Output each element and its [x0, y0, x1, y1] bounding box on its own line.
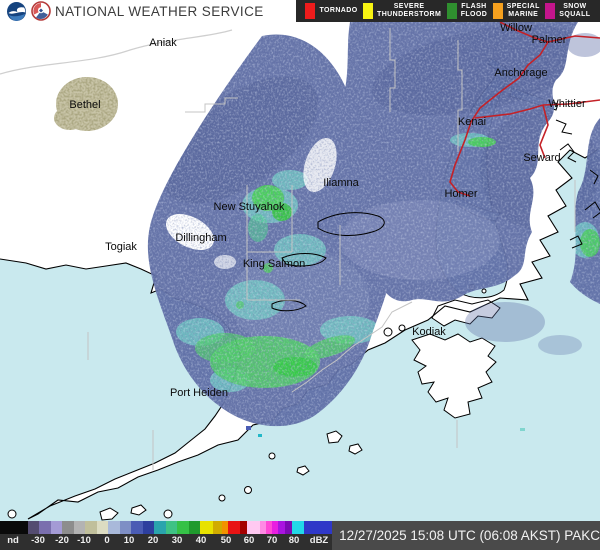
colorbar-segment: [154, 521, 166, 534]
city-label-seward: Seward: [523, 152, 560, 164]
city-label-kenai: Kenai: [458, 116, 486, 128]
colorbar-segment: [97, 521, 108, 534]
colorbar-segment: [74, 521, 85, 534]
nws-logo: [31, 1, 51, 21]
scale-tick--10: -10: [77, 535, 91, 546]
colorbar-segment: [292, 521, 304, 534]
colorbar-segment: [228, 521, 240, 534]
colorbar-segment: [260, 521, 266, 534]
legend-swatch: [305, 3, 316, 19]
city-label-anchorage: Anchorage: [494, 67, 547, 79]
scale-tick-70: 70: [266, 535, 278, 546]
legend-swatch: [446, 3, 457, 19]
header-bar: NATIONAL WEATHER SERVICE TORNADO SEVERE T…: [0, 0, 600, 22]
city-label-new-stuyahok: New Stuyahok: [214, 201, 285, 213]
colorbar-segment: [108, 521, 120, 534]
colorbar-segment: [222, 521, 228, 534]
scale-tick-10: 10: [123, 535, 135, 546]
scale-tick-40: 40: [195, 535, 207, 546]
colorbar-segment: [213, 521, 222, 534]
legend-item-tornado: TORNADO: [305, 3, 357, 19]
legend-swatch: [492, 3, 503, 19]
scale-tick--30: -30: [31, 535, 45, 546]
city-label-dillingham: Dillingham: [175, 232, 226, 244]
lakes: [271, 212, 385, 312]
city-label-palmer: Palmer: [532, 34, 567, 46]
city-label-homer: Homer: [444, 188, 477, 200]
colorbar-segment: [247, 521, 260, 534]
site-title: NATIONAL WEATHER SERVICE: [55, 3, 264, 19]
colorbar-segment: [39, 521, 51, 534]
legend-swatch: [363, 3, 374, 19]
reflectivity-ticks: nd -30 -20 -10 0 10 20 30 40 50 60 70 80 dBZ: [0, 534, 335, 550]
colorbar-segment: [240, 521, 247, 534]
city-label-whittier: Whittier: [548, 98, 586, 110]
timestamp: 12/27/2025 15:08 UTC (06:08 AKST) PAKC: [339, 528, 600, 543]
scale-tick-30: 30: [171, 535, 183, 546]
scale-tick-50: 50: [220, 535, 232, 546]
legend-label: SEVERE THUNDERSTORM: [377, 2, 442, 18]
river: [0, 29, 233, 75]
zone-borders: [87, 28, 576, 470]
city-label-port-heiden: Port Heiden: [170, 387, 228, 399]
colorbar-segment: [166, 521, 177, 534]
footer-bar: nd -30 -20 -10 0 10 20 30 40 50 60 70 80 dBZ 12/27/20…: [0, 521, 600, 550]
colorbar-segment: [278, 521, 285, 534]
colorbar-segment: [200, 521, 213, 534]
warning-legend: TORNADO SEVERE THUNDERSTORM FLASH FLOOD SPE…: [296, 0, 600, 22]
colorbar-segment: [266, 521, 272, 534]
city-label-iliamna: Iliamna: [323, 177, 359, 189]
echo-scatter: [246, 33, 600, 437]
colorbar-segment: [189, 521, 200, 534]
scale-tick-0: 0: [104, 535, 110, 546]
legend-label: SNOW SQUALL: [559, 2, 591, 18]
legend-label: FLASH FLOOD: [460, 2, 488, 18]
colorbar-segment: [120, 521, 131, 534]
legend-item-flash-flood: FLASH FLOOD: [446, 2, 488, 19]
colorbar-segment: [85, 521, 97, 534]
islands: [7, 284, 501, 521]
noaa-logo: [7, 1, 26, 21]
colorbar-segment: [177, 521, 189, 534]
legend-item-snow-squall: SNOW SQUALL: [545, 3, 590, 19]
scale-tick-60: 60: [243, 535, 255, 546]
scale-tick-20: 20: [147, 535, 159, 546]
highways: [449, 22, 600, 197]
legend-label: TORNADO: [319, 6, 358, 14]
colorbar-segment: [0, 521, 28, 534]
timestamp-box: 12/27/2025 15:08 UTC (06:08 AKST) PAKC: [332, 521, 600, 550]
colorbar-segment: [51, 521, 62, 534]
pws-coast: [555, 119, 600, 249]
scale-tick-dBZ: dBZ: [309, 535, 329, 546]
legend-label: SPECIAL MARINE: [506, 2, 540, 18]
city-label-king-salmon: King Salmon: [243, 258, 305, 270]
legend-item-severe-thunderstorm: SEVERE THUNDERSTORM: [363, 3, 441, 19]
city-label-aniak: Aniak: [149, 37, 177, 49]
bethel-clutter: [54, 77, 118, 131]
legend-swatch: [545, 3, 556, 19]
reflectivity-colorbar: [0, 521, 332, 534]
nws-brand: NATIONAL WEATHER SERVICE: [0, 0, 296, 22]
colorbar-segment: [272, 521, 278, 534]
city-label-bethel: Bethel: [69, 99, 100, 111]
scale-tick--20: -20: [55, 535, 69, 546]
scale-tick-nd: nd: [7, 535, 19, 546]
legend-item-special-marine: SPECIAL MARINE: [492, 2, 540, 19]
city-label-willow: Willow: [500, 22, 532, 34]
colorbar-segment: [143, 521, 154, 534]
colorbar-segment: [62, 521, 74, 534]
colorbar-segment: [304, 521, 332, 534]
colorbar-segment: [285, 521, 292, 534]
colorbar-segment: [131, 521, 143, 534]
scale-tick-80: 80: [288, 535, 300, 546]
colorbar-segment: [28, 521, 39, 534]
reflectivity-scale: nd -30 -20 -10 0 10 20 30 40 50 60 70 80 dBZ: [0, 521, 335, 550]
radar-map[interactable]: Aniak Bethel Willow Palmer Anchorage Whittier…: [0, 22, 600, 521]
city-label-kodiak: Kodiak: [412, 326, 446, 338]
city-label-togiak: Togiak: [105, 241, 137, 253]
